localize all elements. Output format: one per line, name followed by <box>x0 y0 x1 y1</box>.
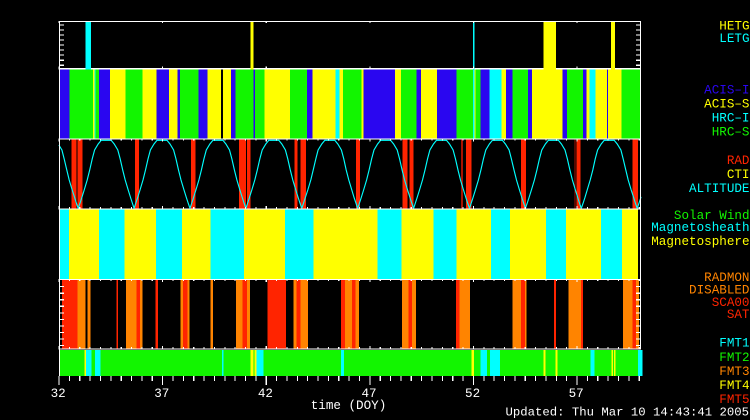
svg-text:HRC–I: HRC–I <box>712 112 750 126</box>
svg-text:Updated: Thu Mar 10 14:43:41 2: Updated: Thu Mar 10 14:43:41 2005 <box>505 406 749 420</box>
svg-text:Magnetosheath: Magnetosheath <box>651 221 749 235</box>
svg-text:42: 42 <box>258 387 273 401</box>
svg-text:57: 57 <box>569 387 584 401</box>
svg-text:HRC–S: HRC–S <box>712 126 750 140</box>
svg-text:ALTITUDE: ALTITUDE <box>689 182 749 196</box>
svg-text:HETG: HETG <box>719 19 749 33</box>
svg-text:FMT5: FMT5 <box>719 393 749 407</box>
svg-text:LETG: LETG <box>719 32 749 46</box>
svg-text:RAD: RAD <box>727 154 750 168</box>
svg-text:52: 52 <box>465 387 480 401</box>
svg-text:FMT1: FMT1 <box>719 337 749 351</box>
svg-text:FMT2: FMT2 <box>719 351 749 365</box>
svg-text:Solar Wind: Solar Wind <box>674 209 750 223</box>
svg-text:ACIS–S: ACIS–S <box>704 98 749 112</box>
svg-text:Magnetosphere: Magnetosphere <box>651 235 749 249</box>
svg-text:SAT: SAT <box>727 308 750 322</box>
svg-text:FMT4: FMT4 <box>719 379 749 393</box>
svg-text:CTI: CTI <box>727 168 750 182</box>
svg-text:37: 37 <box>154 387 169 401</box>
svg-text:ACIS–I: ACIS–I <box>704 84 749 98</box>
svg-text:FMT3: FMT3 <box>719 365 749 379</box>
svg-text:32: 32 <box>51 387 66 401</box>
svg-text:47: 47 <box>361 387 376 401</box>
svg-text:DISABLED: DISABLED <box>689 283 749 297</box>
svg-text:RADMON: RADMON <box>704 271 749 285</box>
svg-text:time (DOY): time (DOY) <box>311 399 387 413</box>
svg-text:SCA00: SCA00 <box>712 296 750 310</box>
